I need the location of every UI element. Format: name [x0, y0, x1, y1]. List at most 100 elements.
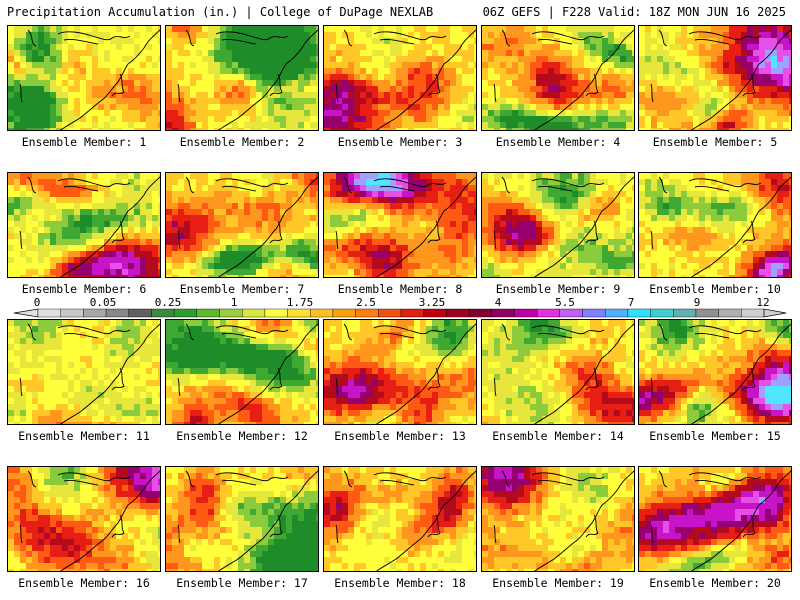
precipitation-map	[323, 172, 477, 278]
precipitation-map	[638, 172, 792, 278]
ensemble-member-label: Ensemble Member: 14	[492, 429, 624, 443]
precipitation-field	[482, 467, 634, 571]
precipitation-map	[7, 319, 161, 425]
colorbar-segment	[60, 308, 84, 318]
colorbar-segment	[695, 308, 719, 318]
colorbar-segment	[173, 308, 198, 318]
precipitation-field	[324, 26, 476, 130]
colorbar-tick-label: 2.5	[356, 296, 376, 309]
colorbar-tick-label: 0	[33, 296, 41, 309]
colorbar-tick-label: 1.75	[286, 296, 314, 309]
colorbar-segment	[582, 308, 606, 318]
colorbar-segment	[400, 308, 424, 318]
ensemble-member-label: Ensemble Member: 18	[334, 576, 466, 590]
precipitation-map	[638, 25, 792, 131]
colorbar-segment	[219, 308, 243, 318]
colorbar-segment	[446, 308, 470, 318]
colorbar-tick-label: 3.25	[418, 296, 446, 309]
colorbar-segment	[151, 308, 175, 318]
ensemble-member-label: Ensemble Member: 5	[652, 135, 778, 149]
precipitation-field	[639, 173, 791, 277]
model-run-valid-time: 06Z GEFS | F228 Valid: 18Z MON JUN 16 20…	[482, 5, 786, 19]
precipitation-field	[166, 320, 318, 424]
precipitation-map	[165, 319, 319, 425]
ensemble-member-label: Ensemble Member: 19	[492, 576, 624, 590]
ensemble-member-panel: Ensemble Member: 11	[7, 319, 161, 450]
ensemble-member-panel: Ensemble Member: 2	[165, 25, 319, 156]
precipitation-map	[481, 319, 635, 425]
precipitation-map	[323, 466, 477, 572]
colorbar-segment	[37, 308, 61, 318]
ensemble-member-panel: Ensemble Member: 6	[7, 172, 161, 303]
colorbar-tick-label: 12	[756, 296, 770, 309]
colorbar-segment	[241, 308, 266, 318]
precipitation-map	[7, 25, 161, 131]
ensemble-member-label: Ensemble Member: 13	[334, 429, 466, 443]
ensemble-member-panel: Ensemble Member: 4	[481, 25, 635, 156]
colorbar-tick-label: 0.25	[154, 296, 182, 309]
ensemble-member-label: Ensemble Member: 2	[179, 135, 305, 149]
colorbar-segment	[310, 308, 334, 318]
ensemble-member-panel: Ensemble Member: 17	[165, 466, 319, 597]
precipitation-field	[324, 467, 476, 571]
ensemble-member-panel: Ensemble Member: 3	[323, 25, 477, 156]
colorbar-tick-label: 4	[494, 296, 502, 309]
precipitation-map	[7, 466, 161, 572]
ensemble-member-panel: Ensemble Member: 14	[481, 319, 635, 450]
colorbar-segment	[491, 308, 515, 318]
colorbar-tick-label: 7	[627, 296, 635, 309]
ensemble-member-panel: Ensemble Member: 18	[323, 466, 477, 597]
precipitation-field	[166, 173, 318, 277]
ensemble-member-panel: Ensemble Member: 10	[638, 172, 792, 303]
map-title: Precipitation Accumulation (in.) | Colle…	[7, 5, 434, 19]
precipitation-field	[482, 173, 634, 277]
precipitation-map	[165, 466, 319, 572]
colorbar-min-arrow	[13, 308, 39, 318]
precipitation-field	[324, 173, 476, 277]
precipitation-map	[481, 466, 635, 572]
precipitation-field	[8, 26, 160, 130]
colorbar-segment	[287, 308, 311, 318]
ensemble-member-panel: Ensemble Member: 8	[323, 172, 477, 303]
colorbar-segment	[741, 308, 765, 318]
colorbar-segment	[196, 308, 220, 318]
precipitation-map	[165, 25, 319, 131]
colorbar-segment	[105, 308, 129, 318]
colorbar-segment	[468, 308, 492, 318]
colorbar-tick-label: 5.5	[555, 296, 575, 309]
colorbar-segment	[559, 308, 583, 318]
ensemble-member-label: Ensemble Member: 17	[176, 576, 308, 590]
ensemble-member-label: Ensemble Member: 4	[495, 135, 621, 149]
colorbar-segment	[83, 308, 107, 318]
colorbar-segment	[378, 308, 402, 318]
ensemble-member-panel: Ensemble Member: 15	[638, 319, 792, 450]
colorbar-segment	[355, 308, 379, 318]
colorbar-segment	[332, 308, 356, 318]
ensemble-member-label: Ensemble Member: 9	[495, 282, 621, 296]
colorbar-tick-label: 0.05	[89, 296, 117, 309]
ensemble-member-label: Ensemble Member: 8	[337, 282, 463, 296]
colorbar-segment	[423, 308, 447, 318]
colorbar-segment	[128, 308, 152, 318]
precipitation-map	[638, 319, 792, 425]
ensemble-member-panel: Ensemble Member: 19	[481, 466, 635, 597]
colorbar-segment	[627, 308, 651, 318]
precipitation-map	[323, 319, 477, 425]
colorbar-segment	[536, 308, 561, 318]
ensemble-member-label: Ensemble Member: 3	[337, 135, 463, 149]
precipitation-field	[166, 467, 318, 571]
ensemble-member-panel: Ensemble Member: 5	[638, 25, 792, 156]
colorbar-segment	[673, 308, 697, 318]
ensemble-member-panel: Ensemble Member: 12	[165, 319, 319, 450]
precipitation-map	[638, 466, 792, 572]
colorbar-segment	[718, 308, 742, 318]
ensemble-member-label: Ensemble Member: 16	[18, 576, 150, 590]
ensemble-member-label: Ensemble Member: 11	[18, 429, 150, 443]
precipitation-field	[639, 467, 791, 571]
ensemble-member-panel: Ensemble Member: 7	[165, 172, 319, 303]
ensemble-member-label: Ensemble Member: 10	[649, 282, 781, 296]
colorbar-tick-label: 9	[693, 296, 701, 309]
precipitation-map	[323, 25, 477, 131]
precipitation-colorbar	[13, 308, 787, 318]
precipitation-map	[481, 25, 635, 131]
